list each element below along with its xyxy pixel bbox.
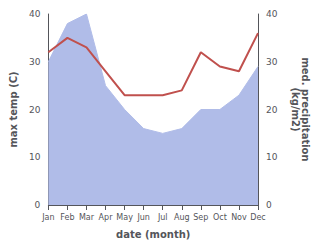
svg-text:10: 10 (266, 152, 278, 162)
svg-text:Jan: Jan (41, 213, 54, 222)
svg-text:May: May (116, 213, 133, 222)
svg-text:max temp (C): max temp (C) (8, 71, 19, 147)
svg-text:Mar: Mar (79, 213, 95, 222)
svg-text:Feb: Feb (60, 213, 74, 222)
svg-text:Jun: Jun (136, 213, 150, 222)
svg-text:Jul: Jul (157, 213, 168, 222)
svg-text:Aug: Aug (174, 213, 190, 222)
svg-text:40: 40 (266, 9, 278, 19)
svg-text:Apr: Apr (99, 213, 114, 222)
svg-text:20: 20 (29, 105, 41, 115)
svg-text:20: 20 (266, 105, 278, 115)
svg-text:30: 30 (266, 57, 278, 67)
svg-text:date (month): date (month) (116, 229, 190, 240)
svg-text:Sep: Sep (193, 213, 208, 222)
svg-text:0: 0 (266, 200, 272, 210)
svg-text:40: 40 (29, 9, 41, 19)
svg-text:0: 0 (35, 200, 41, 210)
svg-text:(kg/m2): (kg/m2) (290, 88, 301, 132)
svg-text:Oct: Oct (213, 213, 227, 222)
svg-text:30: 30 (29, 57, 41, 67)
svg-text:med. precipitation: med. precipitation (299, 57, 311, 162)
svg-text:Dec: Dec (250, 213, 265, 222)
svg-text:10: 10 (29, 152, 41, 162)
svg-text:Nov: Nov (231, 213, 247, 222)
